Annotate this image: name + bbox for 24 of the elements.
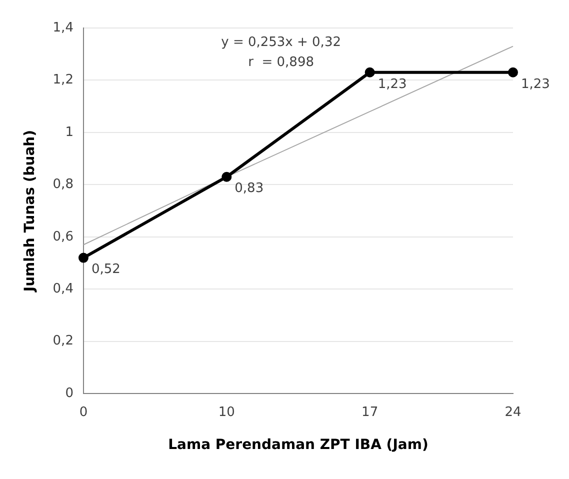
y-tick-label: 0,6	[52, 229, 74, 244]
y-tick-label: 1	[65, 124, 74, 140]
y-tick-label: 0,4	[52, 282, 74, 297]
x-axis-title: Lama Perendaman ZPT IBA (Jam)	[168, 437, 428, 454]
x-tick-label: 0	[79, 404, 88, 420]
data-label: 0,52	[91, 262, 120, 278]
x-tick-label: 24	[504, 404, 522, 420]
data-label: 0,83	[234, 181, 264, 196]
point	[508, 67, 518, 78]
annotation: y = 0,253x + 0,32	[221, 34, 341, 50]
x-tick-label: 17	[362, 404, 378, 420]
point	[78, 252, 88, 263]
data-label: 1,23	[521, 76, 550, 92]
x-tick-label: 10	[218, 404, 235, 420]
point	[222, 172, 232, 182]
y-axis-title: Jumlah Tunas (buah)	[22, 130, 38, 293]
y-tick-label: 0,8	[52, 177, 74, 192]
point	[364, 67, 375, 78]
y-tick-label: 1,2	[52, 72, 74, 88]
y-tick-label: 0,2	[52, 334, 74, 349]
annotation: r = 0,898	[248, 54, 314, 70]
data-label: 1,23	[378, 76, 407, 92]
y-tick-label: 1,4	[52, 20, 74, 36]
y-tick-label: 0	[65, 386, 74, 401]
